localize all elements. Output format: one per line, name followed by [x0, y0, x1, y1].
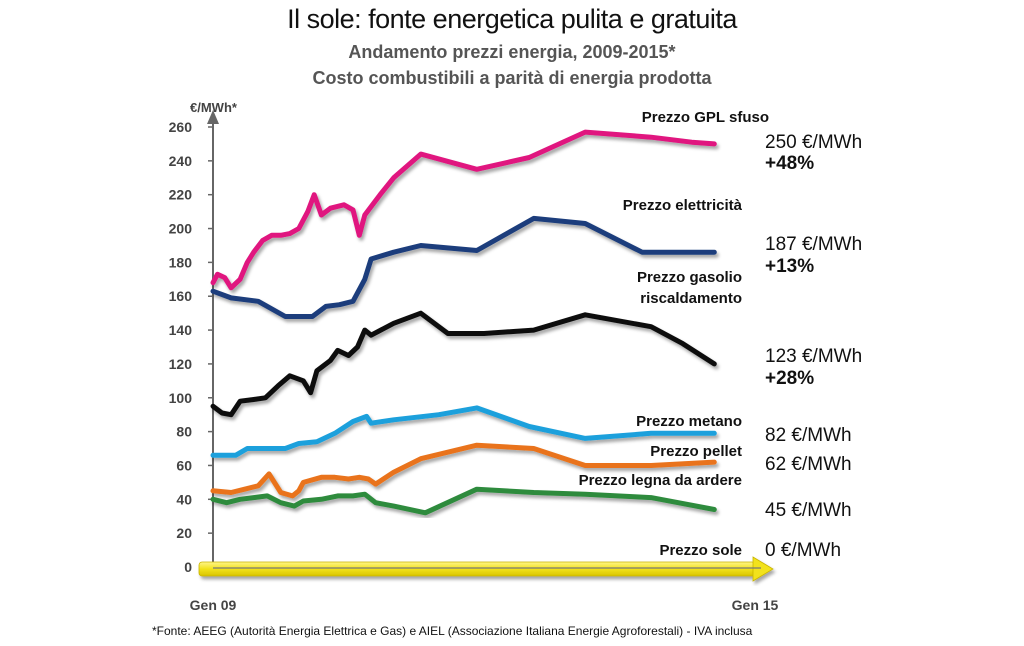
chart-subtitle-2: Costo combustibili a parità di energia p…	[312, 68, 712, 88]
y-tick-label: 200	[169, 221, 193, 237]
series-end-value: 250 €/MWh	[765, 132, 862, 153]
series-line	[210, 310, 717, 418]
series-line	[210, 486, 717, 516]
x-axis-arrow-icon	[752, 556, 774, 582]
series-line	[210, 129, 717, 291]
series-label: Prezzo GPL sfuso	[642, 109, 769, 126]
y-tick-label: 20	[176, 525, 192, 541]
y-tick-label: 40	[176, 491, 192, 507]
y-tick-label: 120	[169, 356, 193, 372]
series-end-value: 45 €/MWh	[765, 500, 852, 521]
chart-subtitle: Andamento prezzi energia, 2009-2015*	[348, 42, 676, 62]
series-change-percent: +48%	[765, 153, 814, 174]
series-label: Prezzo metano	[636, 413, 742, 430]
y-tick-label: 160	[169, 288, 193, 304]
series-label: Prezzo legna da ardere	[579, 472, 742, 489]
y-tick-label: 80	[176, 424, 192, 440]
series-change-percent: +13%	[765, 256, 814, 277]
y-tick-label: 220	[169, 187, 193, 203]
x-tick-label: Gen 09	[190, 597, 237, 613]
series-line	[210, 442, 717, 499]
series-end-value: 187 €/MWh	[765, 234, 862, 255]
series-end-value: 62 €/MWh	[765, 454, 852, 475]
series-end-value: 0 €/MWh	[765, 540, 841, 561]
y-tick-label: 240	[169, 153, 193, 169]
y-axis-arrow-icon	[207, 110, 219, 124]
series-change-percent: +28%	[765, 368, 814, 389]
x-tick-label: Gen 15	[732, 597, 779, 613]
series-label: Prezzo gasolio	[637, 269, 742, 286]
series-line	[210, 215, 717, 319]
y-tick-label: 140	[169, 322, 193, 338]
series-label: Prezzo pellet	[650, 443, 742, 460]
series-line	[210, 405, 717, 458]
chart-title: Il sole: fonte energetica pulita e gratu…	[287, 4, 737, 34]
series-line-sole	[198, 556, 774, 582]
y-tick-label: 0	[184, 559, 192, 575]
source-footnote: *Fonte: AEEG (Autorità Energia Elettrica…	[152, 624, 753, 638]
y-tick-label: 260	[169, 119, 193, 135]
series-label: Prezzo elettricità	[623, 197, 743, 214]
y-tick-label: 60	[176, 457, 192, 473]
series-end-value: 82 €/MWh	[765, 425, 852, 446]
y-tick-label: 100	[169, 390, 193, 406]
series-end-value: 123 €/MWh	[765, 346, 862, 367]
series-label: riscaldamento	[640, 290, 742, 307]
y-tick-label: 180	[169, 254, 193, 270]
y-axis-label: €/MWh*	[190, 100, 238, 115]
series-label: Prezzo sole	[659, 542, 742, 559]
